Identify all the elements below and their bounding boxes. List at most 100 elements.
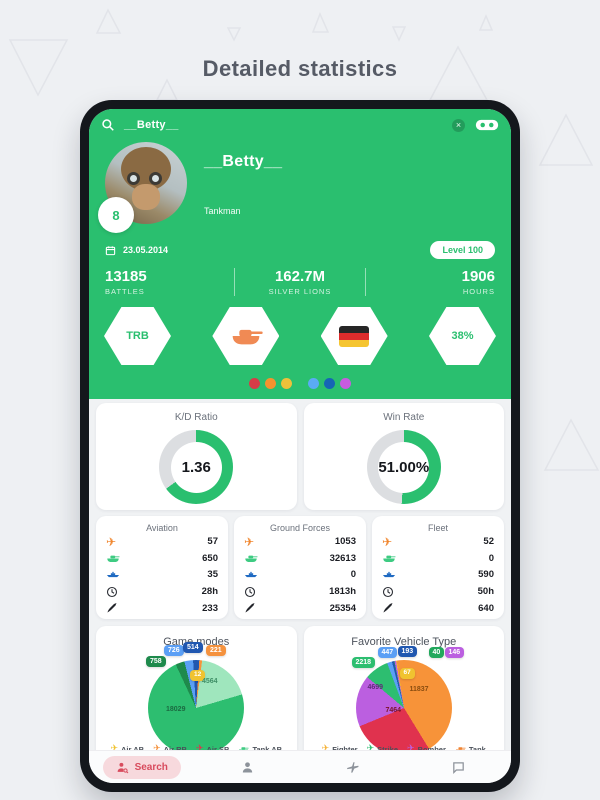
legend-air-sb: ✈Air SB [196,745,229,755]
tank-icon [232,329,263,345]
callout-purple-small: 146 [444,647,465,658]
gamepad-icon[interactable] [475,118,499,132]
ship-icon [382,570,397,579]
callout-dark-blue: 193 [397,646,418,657]
kd-ratio-card: K/D Ratio 1.36 [96,403,297,510]
dot-lightblue[interactable] [307,378,319,389]
gauge-cards: K/D Ratio 1.36 Win Rate 51.00% [96,403,504,510]
player-role: Tankman [204,206,241,216]
dot-purple[interactable] [339,378,351,389]
legend-bomber: ✈Bomber [407,744,446,755]
plane-icon: ✈ [382,534,393,549]
table-row: 25354 [244,600,356,616]
profile-summary: 8 __Betty__ Tankman [89,142,511,233]
fleet-air-battles: 52 [483,536,494,548]
table-row: 28h [106,584,218,600]
clear-search-icon[interactable]: × [452,118,465,132]
table-row: 0 [244,567,356,583]
date-level-row: 23.05.2014 Level 100 [89,241,511,259]
player-identity: __Betty__ Tankman [204,142,282,224]
aviation-kills: 233 [202,602,218,614]
flag-stripe-red [339,332,370,340]
germany-flag-icon [339,325,370,347]
plane-icon: ✈ [407,744,415,754]
stat-hours: 1906 HOURS [366,268,495,296]
goggle-right [149,172,162,185]
table-row: 650 [106,551,218,567]
flag-stripe-black [339,325,370,333]
ground-kills: 25354 [329,602,356,614]
dart-icon [106,602,121,614]
nav-profile[interactable] [195,760,301,775]
fleet-hours: 50h [477,586,494,598]
ground-forces-card: Ground Forces ✈ 1053 32613 0 [234,516,366,619]
favorite-vehicle-title: Favorite Vehicle Type [351,636,457,648]
winrate-label: 38% [451,330,474,342]
label-tank-rb: 4564 [202,678,218,685]
kd-donut-hole: 1.36 [170,441,222,493]
flag-stripe-gold [339,339,370,347]
hex-nation[interactable] [320,307,388,365]
callout-light-blue: 447 [377,647,398,658]
tablet-device-frame: __Betty__ × 8 __Betty__ [80,100,520,792]
hex-winrate[interactable]: 38% [428,307,496,365]
nav-search-label: Search [134,761,168,773]
stats-content: K/D Ratio 1.36 Win Rate 51.00% [89,399,511,778]
plane-icon: ✈ [106,534,117,549]
page-title: Detailed statistics [202,56,398,81]
aviation-card: Aviation ✈ 57 650 35 28h [96,516,228,619]
hex-vehicle[interactable] [212,307,280,365]
nav-vehicles[interactable] [300,760,406,775]
win-donut-hole: 51.00% [378,441,430,493]
ground-hours: 1813h [329,586,356,598]
nav-search[interactable]: Search [89,755,195,779]
badge-hexagons: TRB 38% [89,307,511,365]
plane-icon: ✈ [366,744,375,754]
aviation-hours: 28h [201,586,218,598]
fleet-kills: 640 [478,602,494,614]
kd-ratio-donut: 1.36 [159,430,234,504]
table-row: 640 [382,600,494,616]
label-tank: 7464 [385,707,402,714]
table-row: 590 [382,567,494,583]
dot-red[interactable] [249,378,261,389]
callout-yellow-small: 67 [399,668,415,679]
table-row: ✈ 52 [382,534,494,550]
kd-ratio-title: K/D Ratio [174,412,218,423]
table-row: 32613 [244,551,356,567]
callout-fleet-ab: 726 [164,645,184,656]
nav-messages[interactable] [406,760,512,775]
ground-fleet-battles: 0 [350,569,356,581]
dot-orange[interactable] [265,378,277,389]
registration-date: 23.05.2014 [105,245,168,256]
calendar-icon [105,245,116,256]
plane-icon: ✈ [153,744,161,754]
dot-yellow[interactable] [281,378,293,389]
search-icon [101,118,115,132]
callout-attacker: 2218 [351,657,376,668]
fleet-fleet-battles: 590 [478,569,494,581]
dart-icon [244,602,259,614]
player-name: __Betty__ [204,153,283,170]
headline-stats: 13185 BATTLES 162.7M SILVER LIONS 1906 H… [89,268,511,296]
dart-icon [382,602,397,614]
app-screen: __Betty__ × 8 __Betty__ [89,109,511,783]
dot-blue[interactable] [323,378,335,389]
aviation-fleet-battles: 35 [207,569,218,581]
plane-icon: ✈ [110,744,119,754]
search-input[interactable]: __Betty__ [124,119,179,131]
bottom-nav: Search [89,750,511,783]
avatar: 8 [98,142,187,233]
plane-icon: ✈ [244,534,255,549]
ground-air-battles: 1053 [334,536,356,548]
plane-icon: ✈ [321,744,330,754]
nav-search-pill[interactable]: Search [102,755,181,779]
battles-value: 13185 [105,268,147,285]
hex-game-mode[interactable]: TRB [104,307,171,365]
kd-ratio-value: 1.36 [181,458,211,476]
ship-icon [106,570,121,579]
date-text: 23.05.2014 [123,245,169,255]
ground-tank-battles: 32613 [329,552,356,564]
tank-icon [106,554,121,563]
profile-header: __Betty__ × 8 __Betty__ [89,109,511,399]
